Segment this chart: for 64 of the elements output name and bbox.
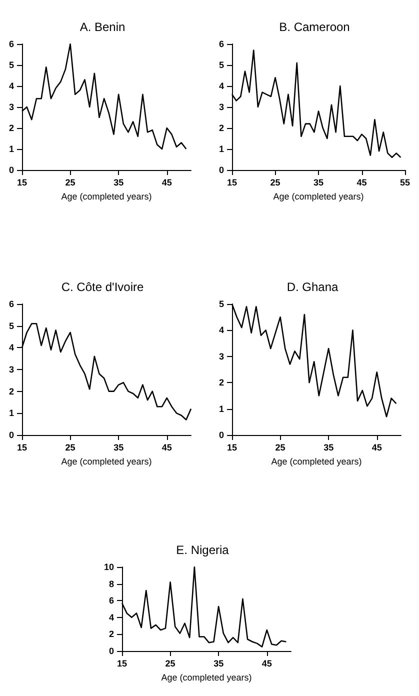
y-tick-label: 6 <box>218 39 224 49</box>
y-tick-label: 8 <box>108 578 114 589</box>
y-tick-label: 2 <box>8 123 14 133</box>
y-tick-label: 5 <box>218 299 224 309</box>
chart-title: B. Cameroon <box>279 20 350 34</box>
y-tick-label: 3 <box>218 102 224 112</box>
x-tick-label: 25 <box>165 658 176 668</box>
x-tick-label: 15 <box>116 658 128 668</box>
y-tick-label: 3 <box>8 364 14 374</box>
x-tick-label: 35 <box>324 442 334 452</box>
x-tick-label: 55 <box>400 178 410 188</box>
y-tick-label: 0 <box>218 165 224 175</box>
x-tick-label: 45 <box>356 178 367 188</box>
x-tick-label: 25 <box>65 442 76 452</box>
y-tick-label: 5 <box>8 60 14 70</box>
y-tick-label: 3 <box>8 102 14 112</box>
x-tick-label: 15 <box>226 442 238 452</box>
x-axis-title: Age (completed years) <box>61 192 152 202</box>
y-tick-label: 6 <box>108 596 114 606</box>
y-tick-label: 5 <box>218 60 224 70</box>
y-tick-label: 0 <box>218 430 224 440</box>
x-tick-label: 25 <box>65 178 76 188</box>
chart-title: C. Côte d'Ivoire <box>61 280 144 294</box>
x-tick-label: 35 <box>214 658 224 668</box>
y-tick-label: 4 <box>218 325 224 336</box>
x-tick-label: 25 <box>270 178 280 188</box>
y-tick-label: 1 <box>8 408 14 418</box>
y-tick-label: 4 <box>8 81 14 91</box>
y-tick-label: 4 <box>218 81 224 91</box>
x-tick-label: 25 <box>275 442 286 452</box>
x-tick-label: 15 <box>16 442 28 452</box>
x-tick-label: 45 <box>262 658 272 668</box>
y-tick-label: 1 <box>8 144 14 154</box>
y-tick-label: 2 <box>218 378 224 388</box>
y-tick-label: 2 <box>8 386 14 396</box>
x-axis-title: Age (completed years) <box>271 456 362 466</box>
y-tick-label: 0 <box>8 430 14 440</box>
x-tick-label: 45 <box>372 442 382 452</box>
x-axis-title: Age (completed years) <box>273 192 364 202</box>
x-tick-label: 15 <box>226 178 238 188</box>
x-tick-label: 35 <box>313 178 324 188</box>
y-tick-label: 3 <box>218 351 224 362</box>
x-axis-title: Age (completed years) <box>161 672 252 682</box>
y-tick-label: 2 <box>108 629 114 640</box>
chart-title: E. Nigeria <box>176 543 230 557</box>
y-tick-label: 0 <box>8 165 14 175</box>
x-axis-title: Age (completed years) <box>61 456 152 466</box>
y-tick-label: 5 <box>8 320 14 331</box>
y-tick-label: 10 <box>104 562 114 572</box>
x-tick-label: 35 <box>114 442 124 452</box>
x-tick-label: 15 <box>16 178 28 188</box>
x-tick-label: 45 <box>162 442 172 452</box>
y-tick-label: 1 <box>218 404 224 414</box>
x-tick-label: 35 <box>114 178 124 188</box>
y-tick-label: 6 <box>8 299 14 309</box>
x-tick-label: 45 <box>162 178 172 188</box>
chart-title: A. Benin <box>80 20 126 34</box>
y-tick-label: 6 <box>8 39 14 49</box>
chart-title: D. Ghana <box>286 280 338 294</box>
y-tick-label: 1 <box>218 144 224 154</box>
y-tick-label: 4 <box>108 612 114 622</box>
y-tick-label: 2 <box>218 123 224 133</box>
y-tick-label: 0 <box>108 646 114 656</box>
y-tick-label: 4 <box>8 342 14 353</box>
